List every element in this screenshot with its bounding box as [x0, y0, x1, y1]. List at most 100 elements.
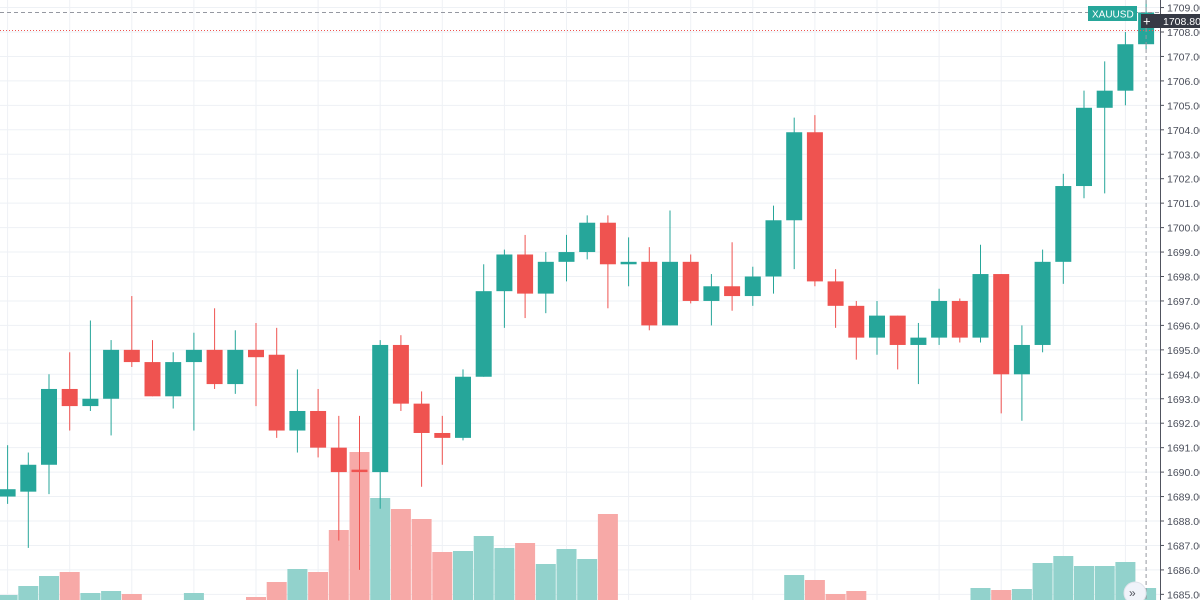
candle-body: [889, 315, 906, 345]
volume-bar: [577, 559, 598, 600]
scroll-to-realtime-button[interactable]: »: [1123, 581, 1147, 600]
candle: [993, 274, 1010, 414]
candle-body: [1034, 261, 1051, 345]
plus-icon[interactable]: +: [1143, 14, 1151, 29]
volume-bar: [80, 593, 101, 600]
price-tick-label: 1687.00: [1167, 540, 1200, 552]
candle-body: [206, 349, 223, 385]
candle: [1055, 173, 1072, 284]
price-tick-label: 1696.00: [1167, 320, 1200, 332]
volume-bar: [1074, 566, 1094, 600]
candle-body: [724, 286, 741, 297]
volume-bar: [970, 588, 991, 600]
volume-bar: [266, 582, 287, 600]
candle: [103, 340, 120, 436]
candle-body: [413, 403, 430, 433]
crosshair-price: 1708.80: [1163, 16, 1200, 28]
price-tick-label: 1700.00: [1167, 223, 1200, 235]
candle: [330, 415, 347, 541]
candle: [0, 445, 16, 504]
candle: [848, 300, 865, 360]
price-tick-label: 1707.00: [1167, 51, 1200, 63]
candle-body: [827, 281, 844, 306]
candle-body: [848, 305, 865, 338]
candle: [703, 274, 720, 326]
candle-body: [869, 315, 885, 338]
candle-body: [372, 344, 389, 473]
candle: [662, 210, 678, 326]
candle: [1096, 61, 1113, 194]
candle-body: [682, 261, 699, 301]
candle: [206, 308, 223, 389]
double-chevron-right-icon: »: [1129, 586, 1136, 600]
candle: [372, 340, 389, 509]
candle-body: [103, 349, 120, 399]
candle: [61, 352, 78, 431]
price-tick-label: 1703.00: [1167, 149, 1200, 161]
candle: [744, 266, 761, 306]
candle-body: [310, 410, 327, 448]
candle: [558, 234, 575, 282]
candle: [165, 352, 182, 409]
candle: [20, 452, 37, 548]
candle: [1034, 249, 1051, 353]
candle: [455, 369, 471, 441]
candles: [0, 0, 1155, 570]
volume-bar: [328, 530, 349, 600]
price-tick-label: 1702.00: [1167, 174, 1200, 186]
crosshair-price-label: + 1708.80: [1141, 14, 1200, 29]
volume-bar: [59, 572, 80, 600]
symbol-label-text: XAUUSD: [1092, 10, 1134, 21]
price-tick-label: 1692.00: [1167, 418, 1200, 430]
candle-body: [0, 489, 16, 497]
candle-body: [248, 349, 264, 358]
candle-body: [330, 447, 347, 473]
price-tick-label: 1705.00: [1167, 100, 1200, 112]
candle-body: [537, 261, 554, 294]
candle: [82, 320, 99, 411]
candle: [413, 391, 430, 487]
volume-bar: [784, 575, 805, 600]
candle: [351, 415, 368, 570]
candle-body: [910, 337, 927, 345]
price-tick-label: 1699.00: [1167, 247, 1200, 259]
price-tick-label: 1686.00: [1167, 565, 1200, 577]
candle-body: [227, 349, 244, 385]
candle: [1117, 32, 1134, 106]
candle-body: [455, 376, 471, 438]
volume-bar: [1011, 589, 1032, 600]
candle: [889, 315, 906, 370]
price-tick-label: 1690.00: [1167, 467, 1200, 479]
candle-body: [289, 410, 306, 431]
price-tick-label: 1708.00: [1167, 27, 1200, 39]
price-tick-label: 1685.00: [1167, 589, 1200, 600]
candle: [123, 296, 140, 367]
candle: [310, 388, 327, 458]
candle-body: [392, 344, 409, 404]
candle-body: [662, 261, 678, 326]
volume-bar: [597, 514, 618, 600]
price-tick-label: 1689.00: [1167, 492, 1200, 504]
volume-bar: [494, 548, 515, 600]
candle-body: [579, 222, 596, 253]
candle: [972, 244, 989, 343]
volume-bar: [411, 519, 432, 600]
candle-body: [351, 469, 368, 473]
candle: [806, 115, 823, 287]
volume-bar: [0, 595, 18, 600]
candle-body: [993, 274, 1010, 375]
volume-bar: [846, 591, 867, 600]
candle-body: [951, 300, 968, 338]
volume-bar: [556, 549, 577, 600]
candle-body: [1096, 90, 1113, 108]
volume-bar: [370, 498, 391, 600]
candle: [41, 374, 57, 495]
candle-body: [517, 254, 534, 294]
candle-body: [744, 276, 761, 297]
candle-body: [268, 354, 285, 431]
candle: [289, 369, 306, 453]
price-axis-bg[interactable]: [1160, 0, 1200, 600]
candle: [496, 249, 513, 328]
price-tick-label: 1691.00: [1167, 443, 1200, 455]
